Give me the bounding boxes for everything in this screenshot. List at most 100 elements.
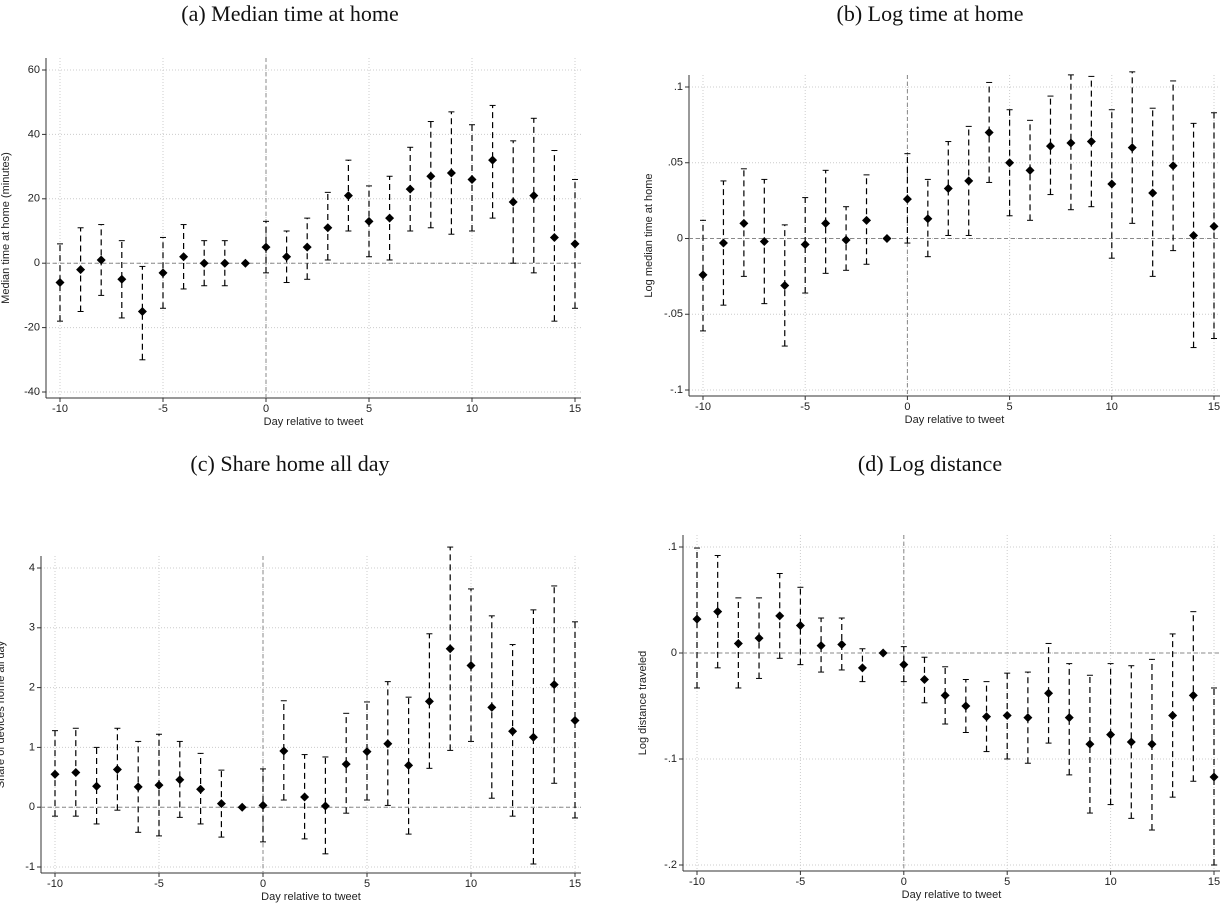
point — [878, 648, 888, 658]
point — [1107, 179, 1117, 189]
point — [943, 184, 953, 194]
point — [133, 782, 143, 792]
point — [323, 223, 333, 233]
y-tick-label: 4 — [29, 562, 35, 574]
y-tick-label: 20 — [28, 193, 40, 205]
point — [1106, 730, 1116, 740]
panel-title: (a) Median time at home — [181, 1, 398, 26]
point — [405, 184, 415, 194]
point — [816, 641, 826, 651]
point — [216, 799, 226, 809]
point — [529, 191, 539, 201]
point — [261, 242, 271, 252]
point — [137, 307, 147, 316]
x-axis-label: Day relative to tweet — [902, 889, 1002, 901]
point — [718, 238, 728, 248]
point — [404, 760, 414, 770]
x-tick-label: 15 — [1208, 401, 1220, 413]
point — [1209, 221, 1219, 231]
y-tick-label: -40 — [24, 386, 40, 398]
x-tick-label: 5 — [364, 878, 370, 890]
point — [445, 644, 455, 654]
point — [1025, 165, 1035, 175]
point — [117, 274, 127, 284]
y-tick-label: .1 — [668, 541, 677, 553]
point — [984, 127, 994, 137]
point — [780, 280, 790, 290]
y-tick-label: .05 — [668, 157, 683, 169]
point — [837, 640, 847, 650]
y-axis-label: Log distance traveled — [637, 651, 649, 756]
point — [692, 614, 702, 624]
point — [1127, 143, 1137, 153]
x-tick-label: -5 — [796, 876, 806, 888]
panel-title: (c) Share home all day — [190, 451, 389, 476]
point — [882, 234, 892, 243]
x-axis-label: Day relative to tweet — [261, 891, 361, 903]
point — [467, 174, 477, 184]
point — [446, 168, 456, 178]
point — [385, 213, 395, 223]
y-tick-label: -.05 — [664, 308, 683, 320]
point — [739, 218, 749, 228]
y-tick-label: 0 — [671, 647, 677, 659]
point — [488, 155, 498, 165]
point — [713, 607, 723, 617]
point — [698, 270, 708, 280]
x-tick-label: 10 — [1104, 876, 1116, 888]
point — [570, 239, 580, 249]
y-tick-label: 40 — [28, 128, 40, 140]
point — [1189, 230, 1199, 240]
x-tick-label: 15 — [1208, 876, 1220, 888]
point — [175, 775, 185, 785]
y-tick-label: 0 — [34, 257, 40, 269]
point — [383, 739, 393, 749]
point — [923, 214, 933, 224]
point — [857, 663, 867, 673]
y-tick-label: -20 — [24, 322, 40, 334]
point — [179, 252, 189, 262]
point — [1064, 713, 1074, 723]
point — [862, 215, 872, 225]
y-tick-label: 60 — [28, 64, 40, 76]
point — [821, 218, 831, 228]
x-tick-label: -10 — [695, 401, 711, 413]
x-tick-label: -5 — [154, 878, 164, 890]
panel-title: (b) Log time at home — [837, 1, 1024, 26]
y-tick-label: 3 — [29, 622, 35, 634]
point — [1023, 713, 1033, 723]
point — [795, 620, 805, 630]
y-tick-label: -.1 — [664, 753, 677, 765]
point — [258, 800, 268, 810]
point — [549, 232, 559, 242]
point — [775, 611, 785, 621]
y-tick-label: .1 — [674, 81, 683, 93]
x-axis-label: Day relative to tweet — [264, 416, 364, 428]
x-tick-label: -5 — [800, 401, 810, 413]
point — [1209, 772, 1219, 782]
point — [282, 252, 292, 262]
point — [362, 747, 372, 757]
point — [1066, 138, 1076, 148]
point — [549, 680, 559, 690]
point — [154, 780, 164, 790]
point — [961, 701, 971, 711]
point — [96, 255, 106, 265]
point — [754, 633, 764, 643]
y-axis-label: Share of devices home all day — [0, 640, 7, 788]
point — [508, 197, 518, 207]
point — [800, 240, 810, 250]
y-tick-label: -.2 — [664, 859, 677, 871]
point — [426, 171, 436, 181]
x-tick-label: 5 — [366, 403, 372, 415]
point — [1005, 158, 1015, 168]
x-tick-label: 10 — [466, 403, 478, 415]
point — [300, 792, 310, 802]
point — [466, 660, 476, 670]
point — [919, 675, 929, 684]
y-tick-label: 0 — [677, 232, 683, 244]
y-tick-label: -.1 — [670, 384, 683, 396]
x-tick-label: -10 — [689, 876, 705, 888]
x-tick-label: -5 — [158, 403, 168, 415]
point — [1168, 161, 1178, 171]
